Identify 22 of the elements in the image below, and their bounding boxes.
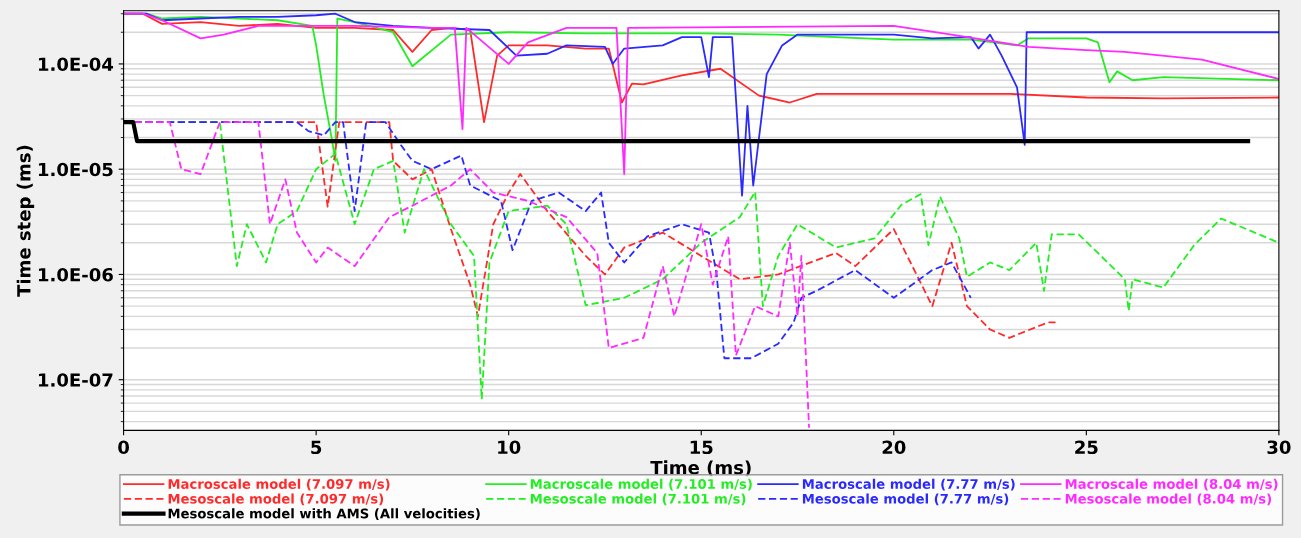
y-tick-label: 1.0E-07 (38, 373, 113, 387)
x-tick-label: 20 (882, 440, 906, 455)
legend-label: Macroscale model (7.097 m/s) (168, 478, 390, 491)
y-axis-title: Time step (ms) (16, 145, 35, 297)
y-tick-label: 1.0E-05 (38, 162, 113, 177)
x-tick-label: 0 (118, 440, 130, 455)
legend-label: Macroscale model (8.04 m/s) (1065, 478, 1278, 491)
x-tick-label: 15 (690, 440, 713, 455)
legend-label: Mesoscale model (8.04 m/s) (1065, 493, 1272, 506)
legend-label: Mesoscale model (7.101 m/s) (530, 493, 746, 506)
x-tick-label: 10 (498, 440, 521, 455)
legend-label: Mesoscale model (7.097 m/s) (168, 493, 384, 506)
y-tick-label: 1.0E-04 (38, 57, 114, 72)
x-tick-label: 25 (1075, 440, 1098, 455)
x-tick-label: 5 (311, 440, 322, 455)
legend-label: Macroscale model (7.77 m/s) (802, 478, 1015, 491)
legend-label: Mesoscale model with AMS (All velocities) (168, 508, 480, 520)
legend-label: Mesoscale model (7.77 m/s) (802, 493, 1009, 506)
y-tick-label: 1.0E-06 (38, 267, 113, 282)
x-tick-label: 30 (1267, 440, 1291, 455)
legend-label: Macroscale model (7.101 m/s) (530, 478, 752, 491)
x-axis-title: Time (ms) (650, 460, 751, 477)
